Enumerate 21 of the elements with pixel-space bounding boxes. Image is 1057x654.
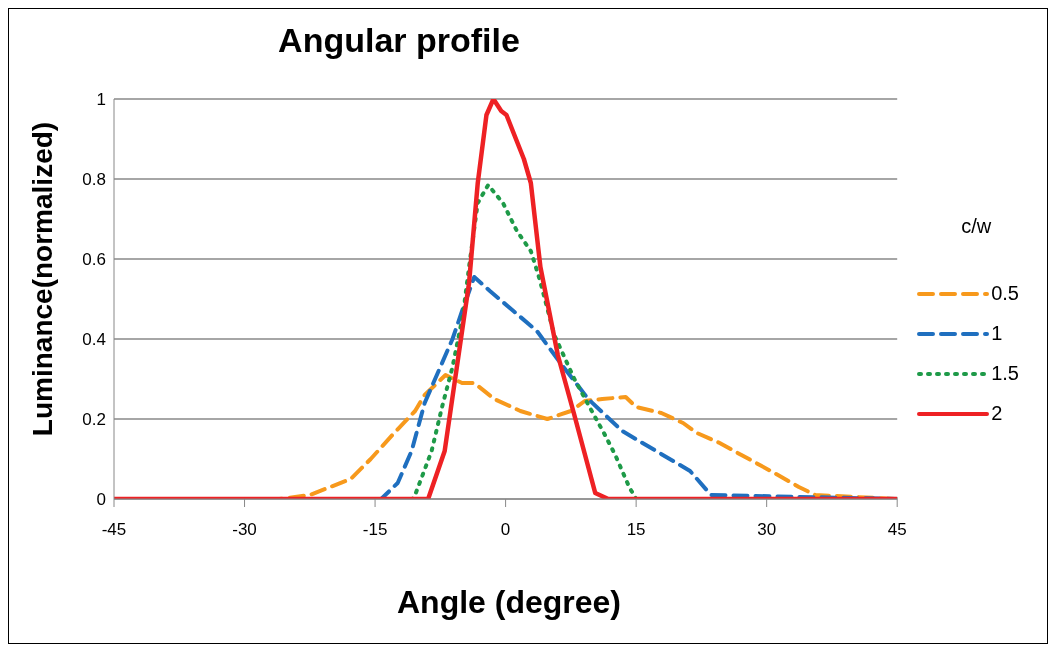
y-axis-title: Luminance(normalized) <box>27 121 59 437</box>
legend-label: 1 <box>991 322 1003 345</box>
y-tick-label: 1 <box>96 90 106 110</box>
y-tick-label: 0.4 <box>82 330 106 350</box>
x-tick-label: 45 <box>887 520 907 540</box>
y-tick-label: 0.2 <box>82 410 106 430</box>
legend-label: 2 <box>991 402 1003 425</box>
x-tick-label: -15 <box>362 520 388 540</box>
legend-label: 0.5 <box>991 282 1019 305</box>
legend-label: 1.5 <box>991 362 1019 385</box>
y-tick-label: 0 <box>96 490 106 510</box>
x-tick-label: 30 <box>757 520 777 540</box>
x-axis-title: Angle (degree) <box>396 584 622 621</box>
legend-title: c/w <box>961 214 993 238</box>
x-tick-label: 0 <box>500 520 511 540</box>
x-tick-label: -30 <box>232 520 257 540</box>
x-tick-label: 15 <box>626 520 646 540</box>
x-tick-label: -45 <box>101 520 127 540</box>
chart-title: Angular profile <box>277 21 521 60</box>
y-tick-label: 0.8 <box>82 170 106 190</box>
y-tick-label: 0.6 <box>82 250 106 270</box>
